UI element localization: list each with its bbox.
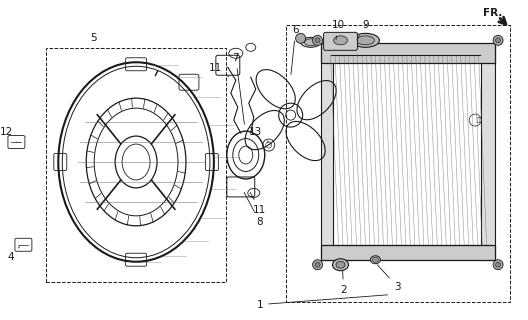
Bar	[481, 45, 495, 260]
Ellipse shape	[352, 33, 380, 47]
Text: 11: 11	[209, 63, 229, 77]
Circle shape	[496, 38, 501, 43]
Ellipse shape	[334, 36, 347, 45]
Circle shape	[315, 38, 320, 43]
Ellipse shape	[372, 257, 379, 262]
Circle shape	[493, 35, 503, 45]
Circle shape	[493, 260, 503, 270]
FancyBboxPatch shape	[324, 32, 357, 50]
Circle shape	[313, 35, 323, 45]
Text: 6: 6	[291, 25, 299, 75]
Circle shape	[313, 260, 323, 270]
Text: 10: 10	[332, 20, 345, 40]
Text: 1: 1	[257, 295, 388, 310]
Bar	[286, 25, 510, 302]
Text: 4: 4	[7, 247, 20, 262]
Ellipse shape	[305, 39, 317, 46]
Text: 7: 7	[232, 53, 244, 124]
Circle shape	[296, 33, 306, 43]
Text: 13: 13	[249, 127, 269, 142]
Ellipse shape	[356, 36, 374, 45]
Text: 9: 9	[357, 20, 369, 40]
Bar	[320, 43, 495, 63]
FancyArrowPatch shape	[155, 71, 158, 76]
Circle shape	[315, 262, 320, 267]
Ellipse shape	[336, 261, 345, 268]
Ellipse shape	[333, 259, 348, 271]
Ellipse shape	[371, 256, 380, 264]
Text: 11: 11	[250, 192, 266, 215]
Ellipse shape	[300, 37, 320, 47]
Bar	[46, 48, 226, 282]
Bar	[320, 45, 333, 260]
Text: FR.: FR.	[484, 8, 503, 19]
Bar	[320, 245, 495, 260]
Text: 12: 12	[0, 127, 16, 142]
Text: 3: 3	[378, 265, 401, 292]
Text: 2: 2	[340, 270, 347, 295]
Text: 5: 5	[90, 33, 101, 48]
Text: 8: 8	[244, 192, 263, 227]
Circle shape	[496, 262, 501, 267]
Text: ⓘ: ⓘ	[476, 117, 480, 123]
